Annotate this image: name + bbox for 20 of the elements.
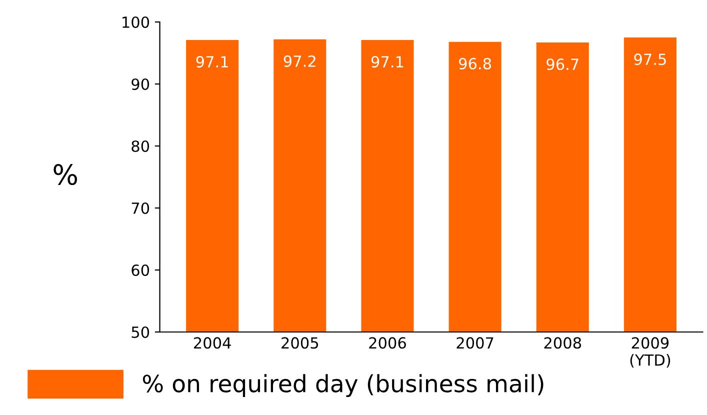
data-label: 97.5	[634, 54, 666, 66]
legend-label: % on required day (business mail)	[142, 374, 544, 398]
data-label: 96.7	[546, 58, 578, 70]
x-tick-label: 2005	[282, 337, 318, 349]
y-tick-label: 50	[132, 326, 150, 338]
data-label: 97.1	[371, 56, 404, 68]
x-tick-label: 2007	[456, 337, 494, 349]
data-label: 97.2	[284, 55, 316, 67]
data-label: 96.8	[459, 58, 492, 70]
y-tick-label: 100	[122, 16, 150, 28]
y-tick-label: 60	[132, 264, 150, 276]
x-tick-label: 2008	[544, 337, 582, 349]
x-tick-label: 2009 (YTD)	[630, 337, 670, 368]
y-tick-label: 90	[132, 78, 150, 90]
y-tick-label: 70	[132, 202, 150, 214]
x-tick-label: 2006	[369, 337, 406, 349]
y-axis-title: %	[54, 164, 78, 186]
data-label: 97.1	[196, 56, 228, 68]
y-tick-label: 80	[132, 140, 150, 152]
x-tick-label: 2004	[194, 337, 231, 349]
